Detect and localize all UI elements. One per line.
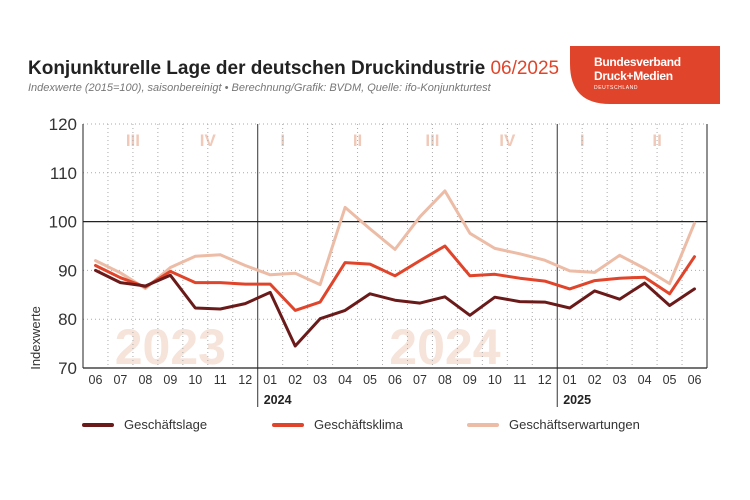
x-tick-label-13: 07	[413, 373, 427, 387]
series-line-erwartungen	[94, 189, 696, 290]
y-tick-label-100: 100	[49, 213, 77, 232]
x-tick-label-12: 06	[388, 373, 402, 387]
x-tick-label-4: 10	[188, 373, 202, 387]
x-tick-label-21: 03	[613, 373, 627, 387]
x-tick-label-18: 12	[538, 373, 552, 387]
x-tick-label-5: 11	[214, 373, 227, 387]
x-tick-label-9: 03	[313, 373, 327, 387]
x-tick-label-11: 05	[363, 373, 377, 387]
chart-legend: Geschäftslage Geschäftsklima Geschäftser…	[0, 417, 750, 439]
legend-label-geschaeftserwartungen: Geschäftserwartungen	[509, 417, 640, 432]
x-tick-label-10: 04	[338, 373, 352, 387]
logo-line-1: Bundesverband	[594, 55, 681, 69]
x-tick-label-0: 06	[89, 373, 103, 387]
x-tick-label-24: 06	[688, 373, 702, 387]
y-axis-label: Indexwerte	[28, 306, 43, 370]
x-tick-label-6: 12	[238, 373, 252, 387]
x-tick-label-17: 11	[513, 373, 526, 387]
x-tick-label-20: 02	[588, 373, 602, 387]
chart-title: Konjunkturelle Lage der deutschen Drucki…	[28, 58, 559, 80]
y-tick-label-70: 70	[58, 359, 77, 378]
x-tick-label-14: 08	[438, 373, 452, 387]
legend-item-geschaeftsklima: Geschäftsklima	[272, 417, 403, 432]
series-line-lage	[94, 268, 696, 348]
chart-title-text: Konjunkturelle Lage der deutschen Drucki…	[28, 58, 486, 79]
logo-shape	[570, 46, 720, 104]
logo-line-2: Druck+Medien	[594, 69, 673, 83]
x-tick-label-2: 08	[138, 373, 152, 387]
legend-item-geschaeftslage: Geschäftslage	[82, 417, 207, 432]
legend-label-geschaeftsklima: Geschäftsklima	[314, 417, 403, 432]
x-tick-label-23: 05	[663, 373, 677, 387]
logo-line-3: DEUTSCHLAND	[594, 85, 638, 91]
x-tick-label-3: 09	[163, 373, 177, 387]
chart-subtitle: Indexwerte (2015=100), saisonbereinigt •…	[28, 82, 491, 94]
legend-swatch-geschaeftserwartungen	[467, 422, 499, 427]
x-tick-label-19: 01	[563, 373, 577, 387]
y-tick-label-120: 120	[49, 115, 77, 134]
legend-label-geschaeftslage: Geschäftslage	[124, 417, 208, 432]
series-line-klima	[94, 244, 696, 312]
x-tick-label-1: 07	[113, 373, 127, 387]
x-tick-label-15: 09	[463, 373, 477, 387]
year-watermark-2024: 2024	[389, 319, 500, 375]
year-label-2025: 2025	[563, 393, 591, 407]
y-tick-label-110: 110	[50, 164, 77, 183]
y-tick-label-80: 80	[58, 310, 77, 329]
legend-item-geschaeftserwartungen: Geschäftserwartungen	[467, 417, 640, 432]
bvdm-logo: Bundesverband Druck+Medien DEUTSCHLAND	[570, 46, 720, 104]
x-tick-label-7: 01	[263, 373, 277, 387]
legend-swatch-geschaeftslage	[82, 422, 114, 427]
year-watermark-2023: 2023	[115, 319, 226, 375]
legend-swatch-geschaeftsklima	[272, 422, 304, 427]
x-tick-label-8: 02	[288, 373, 302, 387]
y-tick-label-90: 90	[58, 261, 77, 280]
year-label-2024: 2024	[264, 393, 292, 407]
x-tick-label-22: 04	[638, 373, 652, 387]
chart-title-period: 06/2025	[490, 58, 560, 79]
x-tick-label-16: 10	[488, 373, 502, 387]
